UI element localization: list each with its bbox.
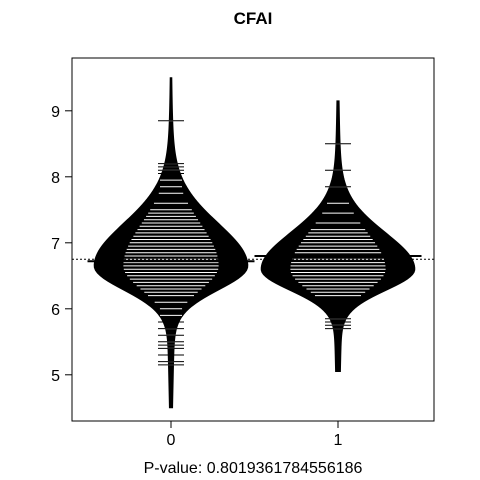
y-tick-label: 6 bbox=[51, 302, 60, 319]
y-tick-label: 5 bbox=[51, 368, 60, 385]
x-tick-label: 0 bbox=[167, 432, 176, 449]
x-axis-label: P-value: 0.8019361784556186 bbox=[144, 460, 363, 477]
bean-0 bbox=[88, 78, 255, 408]
x-tick-label: 1 bbox=[334, 432, 343, 449]
bean-1 bbox=[255, 101, 422, 372]
beans-layer bbox=[88, 78, 422, 408]
y-tick-label: 7 bbox=[51, 236, 60, 253]
y-axis: 5 6 7 8 9 bbox=[51, 104, 72, 385]
y-tick-label: 8 bbox=[51, 170, 60, 187]
y-tick-label: 9 bbox=[51, 104, 60, 121]
chart-title: CFAI bbox=[234, 9, 273, 28]
